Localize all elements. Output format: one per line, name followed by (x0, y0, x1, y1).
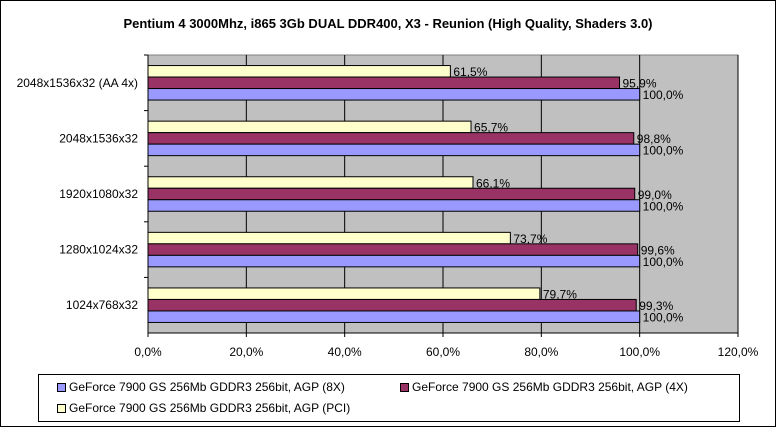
legend-swatch (400, 382, 409, 392)
legend-label: GeForce 7900 GS 256Mb GDDR3 256bit, AGP … (412, 380, 688, 394)
data-label: 65,7% (474, 121, 508, 135)
bar (147, 310, 641, 323)
category-label: 2048x1536x32 (AA 4x) (17, 76, 138, 90)
legend: GeForce 7900 GS 256Mb GDDR3 256bit, AGP … (38, 374, 740, 422)
bar (147, 298, 637, 312)
bar (147, 199, 641, 212)
bar (147, 287, 541, 300)
data-label: 100,0% (643, 310, 684, 324)
data-label: 98,8% (637, 132, 671, 146)
data-label: 100,0% (643, 199, 684, 213)
bar (147, 176, 474, 189)
legend-swatch (57, 382, 66, 392)
bar (147, 88, 641, 101)
category-label: 1280x1024x32 (59, 243, 138, 257)
x-tick-label: 80,0% (524, 345, 558, 359)
data-label: 66,1% (476, 176, 510, 190)
bar (147, 76, 621, 90)
data-label: 73,7% (513, 232, 547, 246)
bar (147, 243, 639, 256)
category-label: 1920x1080x32 (59, 187, 138, 201)
bar (147, 254, 641, 268)
bar (147, 132, 635, 145)
x-tick-label: 40,0% (328, 345, 362, 359)
bar (147, 187, 636, 201)
category-label: 2048x1536x32 (59, 131, 138, 145)
legend-label: GeForce 7900 GS 256Mb GDDR3 256bit, AGP … (69, 401, 351, 415)
data-label: 95,9% (623, 77, 657, 91)
data-label: 99,6% (641, 243, 675, 257)
x-tick-label: 20,0% (229, 345, 263, 359)
data-label: 99,0% (638, 188, 672, 202)
data-label: 100,0% (643, 144, 684, 158)
x-tick-label: 100,0% (619, 345, 660, 359)
data-label: 99,3% (639, 299, 673, 313)
bar (147, 120, 472, 134)
data-label: 100,0% (643, 88, 684, 102)
data-label: 79,7% (543, 287, 577, 301)
data-label: 61,5% (453, 65, 487, 79)
bar (147, 65, 451, 78)
bar (147, 231, 511, 245)
x-tick-label: 60,0% (426, 345, 460, 359)
legend-swatch (57, 403, 66, 413)
x-tick-label: 120,0% (718, 345, 759, 359)
bar (147, 143, 641, 157)
legend-label: GeForce 7900 GS 256Mb GDDR3 256bit, AGP … (69, 380, 345, 394)
legend-item-8x: GeForce 7900 GS 256Mb GDDR3 256bit, AGP … (57, 380, 345, 394)
data-label: 100,0% (643, 255, 684, 269)
legend-item-4x: GeForce 7900 GS 256Mb GDDR3 256bit, AGP … (400, 380, 688, 394)
legend-item-pci: GeForce 7900 GS 256Mb GDDR3 256bit, AGP … (57, 401, 350, 415)
x-tick-label: 0,0% (134, 345, 162, 359)
category-label: 1024x768x32 (66, 298, 138, 312)
chart-title: Pentium 4 3000Mhz, i865 3Gb DUAL DDR400,… (123, 16, 653, 31)
